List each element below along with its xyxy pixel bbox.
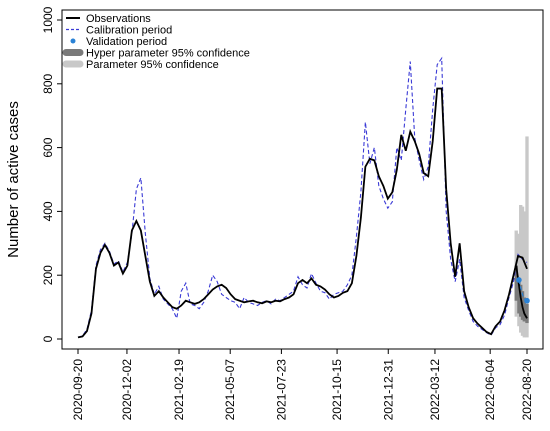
validation-point bbox=[516, 277, 522, 283]
y-axis: 0 200 400 600 800 1000 bbox=[41, 6, 62, 342]
legend-item: Validation period bbox=[70, 36, 167, 48]
legend-label: Parameter 95% confidence bbox=[86, 59, 219, 71]
legend-item: Hyper parameter 95% confidence bbox=[62, 48, 250, 60]
y-tick-label: 800 bbox=[41, 73, 55, 93]
x-tick-label: 2021-05-07 bbox=[223, 359, 237, 421]
y-tick-label: 600 bbox=[41, 137, 55, 157]
x-tick-label: 2021-02-19 bbox=[172, 359, 186, 421]
x-tick-label: 2022-03-12 bbox=[428, 359, 442, 421]
series-lines bbox=[77, 56, 528, 339]
hyper-band-segment bbox=[525, 303, 529, 324]
x-tick-label: 2021-12-31 bbox=[381, 359, 395, 421]
hyper-band-segment bbox=[517, 278, 521, 314]
series-calibration-line bbox=[77, 56, 528, 338]
y-tick-label: 400 bbox=[41, 201, 55, 221]
legend-swatch bbox=[70, 38, 76, 44]
x-tick-label: 2022-08-20 bbox=[520, 359, 534, 421]
validation-point bbox=[524, 297, 530, 304]
parameter-band-segment bbox=[519, 205, 523, 333]
x-tick-label: 2020-12-02 bbox=[120, 359, 134, 421]
legend-item: Calibration period bbox=[66, 25, 172, 37]
validation-layer bbox=[515, 265, 530, 319]
hyper-band-segment bbox=[514, 265, 518, 301]
hyper-band-segment bbox=[522, 297, 526, 322]
legend-label: Observations bbox=[86, 13, 151, 25]
legend-label: Validation period bbox=[86, 36, 167, 48]
parameter-band-segment bbox=[522, 211, 526, 338]
legend-item: Observations bbox=[66, 13, 151, 25]
parameter-band-segment bbox=[520, 206, 525, 336]
x-tick-label: 2021-07-23 bbox=[274, 359, 288, 421]
x-tick-label: 2021-10-15 bbox=[330, 359, 344, 421]
confidence-bands bbox=[514, 136, 529, 338]
y-tick-label: 1000 bbox=[41, 6, 55, 33]
y-axis-title: Number of active cases bbox=[5, 101, 22, 258]
parameter-band-segment bbox=[525, 136, 529, 338]
legend-label: Hyper parameter 95% confidence bbox=[86, 48, 250, 60]
legend-label: Calibration period bbox=[86, 25, 172, 37]
series-observations-line bbox=[77, 87, 528, 339]
x-tick-label: 2022-06-04 bbox=[483, 359, 497, 421]
y-tick-label: 200 bbox=[41, 265, 55, 285]
x-tick-label: 2020-09-20 bbox=[71, 359, 85, 421]
legend-item: Parameter 95% confidence bbox=[62, 59, 219, 71]
plot-frame bbox=[61, 9, 544, 350]
x-axis: 2020-09-20 2020-12-02 2021-02-19 2021-05-07… bbox=[71, 349, 534, 420]
y-tick-label: 0 bbox=[41, 335, 55, 342]
